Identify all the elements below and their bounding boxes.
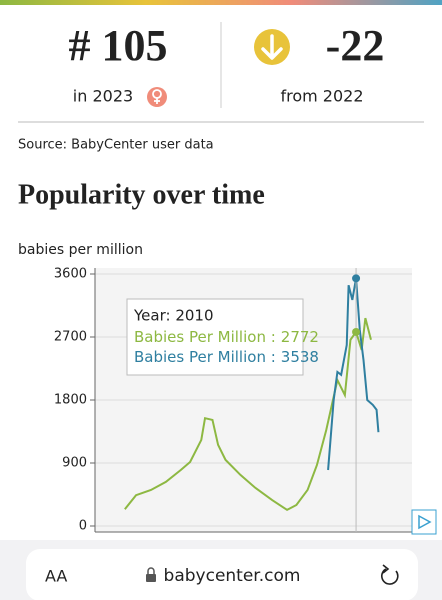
tooltip-value: 2772: [281, 328, 319, 346]
y-tick-label: 0: [79, 519, 87, 534]
hover-point: [352, 274, 361, 283]
y-tick-label: 1800: [54, 393, 87, 408]
y-tick-label: 2700: [54, 330, 87, 345]
text-size-button[interactable]: AA: [45, 567, 67, 586]
tooltip-label: Babies Per Million :: [134, 348, 276, 366]
tooltip-title: Year: 2010: [133, 307, 214, 325]
lock-icon: [146, 567, 156, 582]
hover-point: [352, 327, 361, 336]
change-caption: from 2022: [280, 87, 363, 106]
color-stripe: [0, 0, 442, 5]
ad-icon-glyph: [418, 514, 432, 530]
plot: 0 900 1800 2700 3600 Year: 2010 Babies Per Mil…: [54, 267, 412, 534]
rank: # 105: [69, 21, 168, 70]
y-tick-label: 900: [62, 456, 87, 471]
tooltip-label: Babies Per Million :: [134, 328, 276, 346]
reload-button[interactable]: [381, 564, 399, 585]
source: Source: BabyCenter user data: [18, 138, 214, 153]
y-tick-label: 3600: [54, 267, 87, 282]
section-title: Popularity over time: [18, 179, 265, 210]
tooltip-item: Babies Per Million : 3538: [134, 348, 319, 366]
tooltip-item: Babies Per Million : 2772: [134, 328, 319, 346]
address-field[interactable]: [26, 549, 418, 600]
y-axis-label: babies per million: [18, 242, 143, 258]
ad-icon[interactable]: [411, 509, 437, 535]
tooltip: [126, 298, 304, 376]
down-icon: [254, 29, 290, 65]
tooltip-value: 3538: [281, 348, 319, 366]
rank-change: -22: [326, 21, 385, 70]
female-icon: [147, 87, 167, 107]
series-line: [124, 317, 372, 512]
rank-caption: in 2023: [73, 87, 133, 106]
series-line: [327, 278, 380, 471]
url[interactable]: babycenter.com: [164, 566, 301, 586]
